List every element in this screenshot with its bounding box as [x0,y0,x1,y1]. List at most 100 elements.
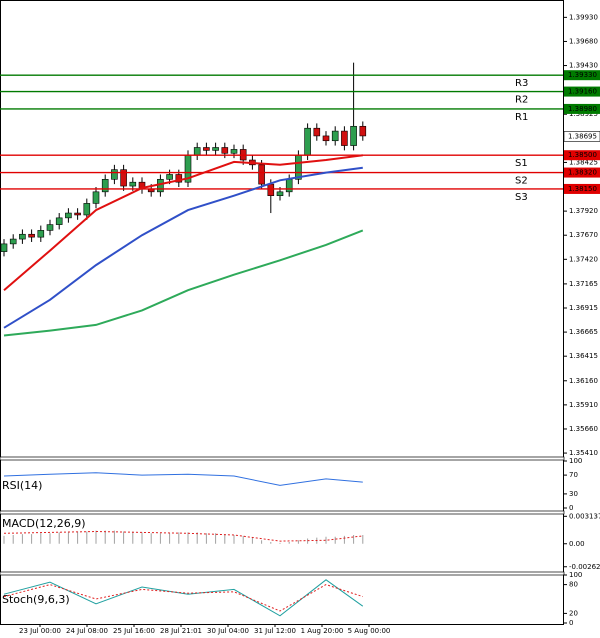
panel-title: Stoch(9,6,3) [2,593,70,606]
level-label: 1.39160 [568,88,597,96]
panel-separator [0,571,565,576]
level-name: R2 [515,95,528,106]
candle-body [322,135,330,142]
y-tick-label: 1.36915 [569,304,598,312]
x-tick-label: 28 Jul 21:01 [160,627,202,635]
level-name: S1 [515,158,528,169]
x-tick-label: 5 Aug 00:00 [348,627,391,635]
level-box [564,150,600,161]
x-tick-label: 25 Jul 16:00 [113,627,155,635]
candle-body [285,179,293,193]
x-tick-label: 1 Aug 20:00 [301,627,344,635]
y-tick-label: 1.38425 [569,158,598,166]
level-label: 1.38150 [568,185,597,193]
indicator-line [3,229,364,337]
candle-body [129,181,137,187]
y-tick-label: 1.37670 [569,231,598,239]
candle-body [0,243,8,252]
level-name: R3 [515,78,528,89]
y-tick-label: 70 [569,471,578,479]
last-price-box [563,131,600,142]
y-tick-label: 1.37420 [569,255,598,263]
indicator-line [3,584,363,612]
y-tick-label: 100 [569,457,582,465]
y-tick-label: 0 [569,619,573,627]
level-box [564,86,600,97]
candle-body [313,127,321,137]
candle-body [267,183,275,196]
indicator-line [3,154,363,291]
x-tick-label: 23 Jul 00:00 [19,627,61,635]
y-tick-label: 1.36665 [569,328,598,336]
y-tick-label: 100 [569,571,582,579]
y-tick-label: 1.36415 [569,352,598,360]
candle-body [276,191,284,196]
level-box [564,167,600,178]
candle-body [46,224,54,231]
x-tick-label: 30 Jul 04:00 [207,627,249,635]
candle-body [74,212,81,216]
y-tick-label: 1.37920 [569,207,598,215]
candle-body [341,130,348,146]
panel-separator [0,456,565,461]
y-tick-label: 0.003137 [569,512,600,520]
y-tick-label: 1.35910 [569,401,598,409]
y-tick-label: 0.00 [569,540,585,548]
y-tick-label: 1.37165 [569,280,598,288]
level-box [564,70,600,81]
indicator-line [3,530,363,542]
x-tick-label: 31 Jul 12:00 [254,627,296,635]
last-price-label: 1.38695 [568,132,597,140]
y-tick-label: 30 [569,490,578,498]
level-label: 1.39330 [568,71,597,79]
candle-body [295,154,302,180]
level-box [564,103,600,114]
panel-title: MACD(12,26,9) [2,517,86,530]
y-tick-label: 80 [569,581,578,589]
candle-body [175,174,183,183]
candle-body [212,147,219,151]
y-tick-label: 1.39430 [569,62,598,70]
candle-body [37,230,45,238]
level-box [564,183,600,194]
candle-body [111,169,118,180]
indicator-line [3,579,364,617]
candle-body [83,203,91,216]
candle-body [193,147,201,156]
y-tick-label: 1.38925 [569,110,598,118]
y-tick-label: 0 [569,504,573,512]
y-tick-label: 1.35660 [569,425,598,433]
candle-body [350,125,357,146]
frame [0,0,564,625]
level-name: S2 [515,176,528,187]
candle-body [359,125,367,137]
candle-body [101,179,109,193]
y-tick-label: 1.39930 [569,13,598,21]
level-name: R1 [515,112,528,123]
y-tick-label: -0.002629 [569,563,600,571]
candle-body [221,147,229,154]
panel-title: RSI(14) [2,479,42,492]
candle-body [331,130,339,142]
panel-separator [0,510,565,515]
candle-body [166,174,173,180]
y-tick-label: 1.39680 [569,37,598,45]
level-label: 1.38500 [568,151,597,159]
candle-body [258,164,265,185]
indicator-line [3,472,363,486]
level-name: S3 [515,192,528,203]
candle-body [55,217,63,225]
y-tick-label: 1.35410 [569,449,598,457]
candle-body [28,233,35,238]
candle-body [19,233,26,240]
candle-body [120,169,127,187]
y-tick-label: 1.36160 [569,377,598,385]
candle-body [230,149,238,154]
candle-body [203,147,210,151]
y-tick-label: 20 [569,609,578,617]
candle-body [9,238,17,245]
indicator-line [3,166,363,329]
candle-body [92,191,100,204]
level-label: 1.38320 [568,169,597,177]
